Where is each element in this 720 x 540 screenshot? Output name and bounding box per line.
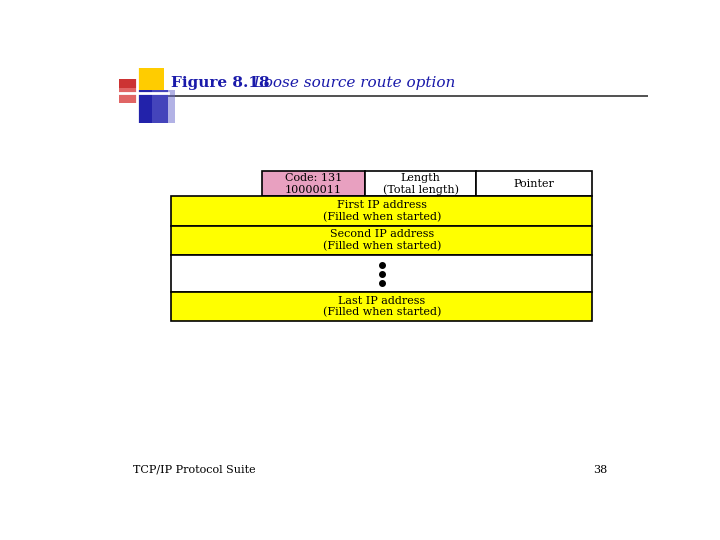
Bar: [137, 68, 163, 92]
Text: Length
(Total length): Length (Total length): [383, 173, 459, 195]
Bar: [477, 171, 593, 197]
Text: TCP/IP Protocol Suite: TCP/IP Protocol Suite: [132, 465, 256, 475]
Bar: [171, 292, 593, 321]
Bar: [365, 171, 477, 197]
Text: Code: 131
10000011: Code: 131 10000011: [285, 173, 342, 194]
Bar: [171, 226, 593, 255]
Bar: [120, 88, 144, 103]
Bar: [171, 197, 593, 226]
Text: Figure 8.18: Figure 8.18: [171, 76, 270, 90]
Text: Loose source route option: Loose source route option: [239, 76, 455, 90]
Text: 38: 38: [593, 465, 608, 475]
Text: Second IP address
(Filled when started): Second IP address (Filled when started): [323, 230, 441, 251]
Bar: [171, 255, 593, 292]
Bar: [137, 90, 168, 123]
Text: First IP address
(Filled when started): First IP address (Filled when started): [323, 200, 441, 222]
Text: Last IP address
(Filled when started): Last IP address (Filled when started): [323, 295, 441, 318]
Text: Pointer: Pointer: [514, 179, 555, 189]
Bar: [152, 90, 175, 123]
Bar: [120, 79, 144, 103]
Bar: [262, 171, 365, 197]
